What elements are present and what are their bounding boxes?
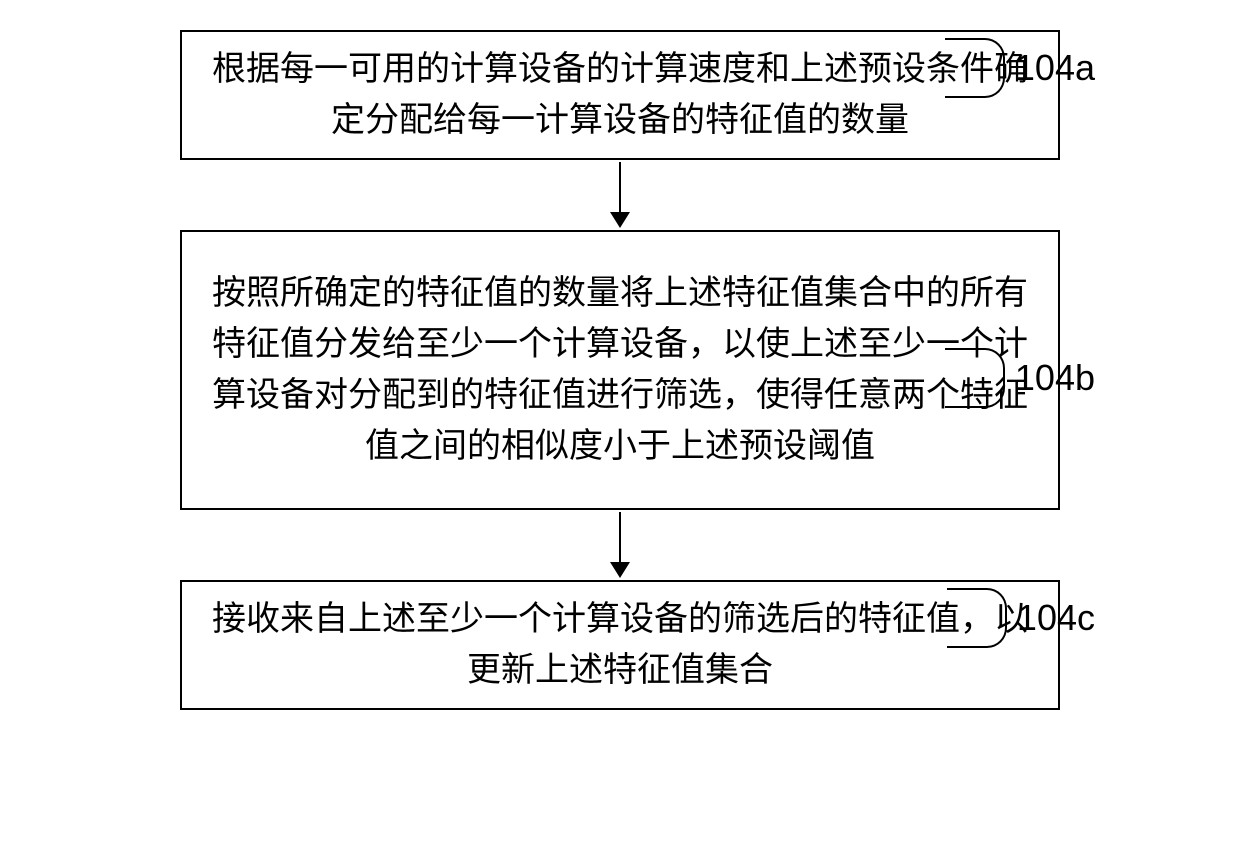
label-104a: 104a — [1015, 47, 1095, 89]
flowchart-box-104a: 根据每一可用的计算设备的计算速度和上述预设条件确定分配给每一计算设备的特征值的数… — [180, 30, 1060, 160]
connector-curve-bottom-104c — [947, 618, 1007, 648]
arrow-line-2 — [619, 512, 621, 562]
arrow-head-1 — [610, 212, 630, 228]
connector-curve-top-104a — [945, 38, 1005, 68]
arrow-1 — [610, 160, 630, 230]
box-text-104c: 接收来自上述至少一个计算设备的筛选后的特征值，以更新上述特征值集合 — [202, 594, 1038, 696]
connector-curve-top-104b — [945, 348, 1005, 378]
arrow-line-1 — [619, 162, 621, 212]
flowchart-box-104c: 接收来自上述至少一个计算设备的筛选后的特征值，以更新上述特征值集合 — [180, 580, 1060, 710]
box-text-104b: 按照所确定的特征值的数量将上述特征值集合中的所有特征值分发给至少一个计算设备，以… — [202, 268, 1038, 472]
box-text-104a: 根据每一可用的计算设备的计算速度和上述预设条件确定分配给每一计算设备的特征值的数… — [202, 44, 1038, 146]
connector-104c — [947, 580, 1007, 656]
flowchart-box-104b: 按照所确定的特征值的数量将上述特征值集合中的所有特征值分发给至少一个计算设备，以… — [180, 230, 1060, 510]
connector-curve-bottom-104a — [945, 68, 1005, 98]
connector-104a — [945, 30, 1005, 106]
connector-curve-top-104c — [947, 588, 1007, 618]
flowchart-diagram: 根据每一可用的计算设备的计算速度和上述预设条件确定分配给每一计算设备的特征值的数… — [50, 30, 1190, 710]
label-104c: 104c — [1017, 597, 1095, 639]
label-container-104c: 104c — [947, 580, 1095, 656]
connector-104b — [945, 340, 1005, 416]
box-container-2: 按照所确定的特征值的数量将上述特征值集合中的所有特征值分发给至少一个计算设备，以… — [50, 230, 1190, 510]
label-104b: 104b — [1015, 357, 1095, 399]
arrow-2 — [610, 510, 630, 580]
box-container-3: 接收来自上述至少一个计算设备的筛选后的特征值，以更新上述特征值集合 104c — [50, 580, 1190, 710]
label-container-104a: 104a — [945, 30, 1095, 106]
label-container-104b: 104b — [945, 340, 1095, 416]
connector-curve-bottom-104b — [945, 378, 1005, 408]
box-container-1: 根据每一可用的计算设备的计算速度和上述预设条件确定分配给每一计算设备的特征值的数… — [50, 30, 1190, 160]
arrow-head-2 — [610, 562, 630, 578]
